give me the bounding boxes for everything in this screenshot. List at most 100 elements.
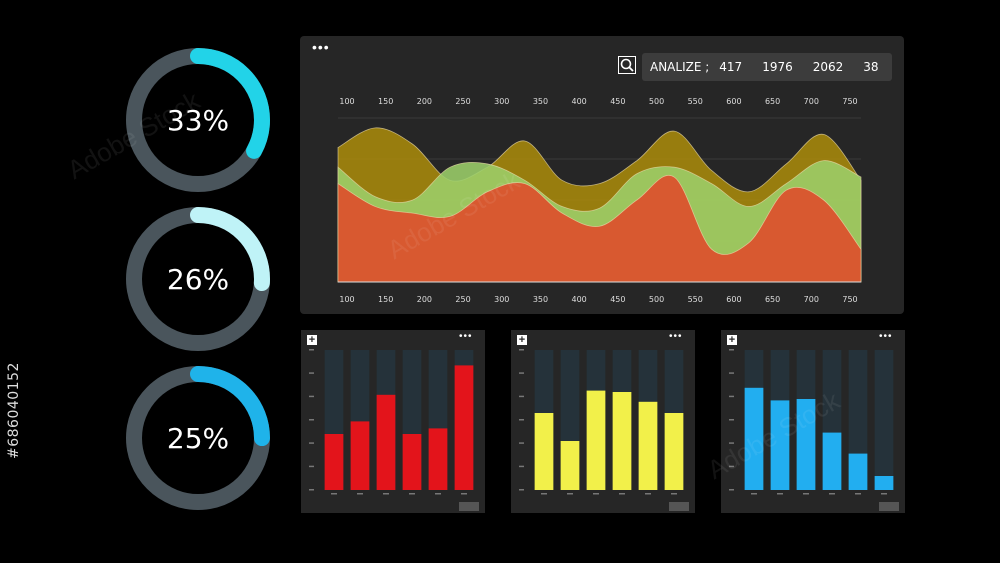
x-tick-mark [409, 493, 415, 495]
bar [402, 434, 422, 490]
x-tick-label: 250 [455, 295, 470, 304]
x-tick-mark [461, 493, 467, 495]
bar [796, 399, 816, 490]
x-tick-label: 600 [726, 97, 741, 106]
plus-icon[interactable]: + [307, 334, 317, 346]
x-tick-mark [829, 493, 835, 495]
y-tick-mark [519, 349, 524, 351]
bar [586, 390, 606, 490]
x-tick-label: 500 [649, 97, 664, 106]
x-tick-mark [881, 493, 887, 495]
analyze-value: 1976 [762, 60, 793, 74]
bar-chart [519, 349, 684, 495]
x-tick-mark [619, 493, 625, 495]
x-tick-label: 100 [339, 97, 354, 106]
x-tick-label: 600 [726, 295, 741, 304]
bar-chart [309, 349, 474, 495]
bar [428, 428, 448, 490]
analyze-value: 417 [719, 60, 743, 74]
x-tick-mark [593, 493, 599, 495]
y-tick-mark [519, 395, 524, 398]
x-tick-label: 350 [533, 97, 548, 106]
analyze-value: 2062 [812, 60, 844, 74]
x-tick-label: 150 [378, 97, 393, 106]
x-tick-mark [751, 493, 757, 495]
bar [744, 387, 764, 490]
y-tick-mark [309, 442, 314, 444]
area-chart: 100 100 150 150 200 200 250 250 300 300 350 350 400 4… [337, 97, 862, 304]
y-tick-mark [729, 349, 734, 351]
x-tick-label: 450 [610, 295, 625, 304]
panel-button[interactable] [459, 502, 479, 511]
x-tick-mark [645, 493, 651, 495]
gauge-ring [126, 366, 270, 510]
dots-icon[interactable]: ••• [669, 331, 683, 342]
analyze-readout: ANALIZE ; 417 1976 2062 38 [642, 53, 892, 81]
bar [664, 413, 684, 490]
x-tick-mark [435, 493, 441, 495]
y-tick-mark [729, 395, 734, 398]
x-tick-label: 200 [417, 295, 432, 304]
x-tick-label: 250 [455, 97, 470, 106]
search-icon[interactable] [618, 56, 636, 74]
y-tick-mark [519, 489, 524, 491]
bar [612, 392, 632, 490]
stock-id-label: #686040152 [6, 362, 22, 460]
x-tick-label: 700 [804, 97, 819, 106]
y-tick-mark [309, 489, 314, 491]
bar [534, 413, 554, 490]
dots-icon[interactable]: ••• [459, 331, 473, 342]
x-tick-label: 450 [610, 97, 625, 106]
y-tick-mark [729, 465, 734, 468]
bar [350, 421, 370, 490]
y-tick-mark [519, 465, 524, 468]
gauge-progress [126, 48, 270, 192]
x-tick-label: 750 [842, 295, 857, 304]
gauge-percent-label: 33% [166, 103, 230, 137]
y-tick-mark [519, 442, 524, 444]
panel-button[interactable] [669, 502, 689, 511]
panel-button[interactable] [879, 502, 899, 511]
y-tick-mark [729, 372, 734, 374]
x-tick-label: 300 [494, 295, 509, 304]
x-tick-mark [383, 493, 389, 495]
x-tick-label: 650 [765, 97, 780, 106]
main-chart-panel: ••• ANALIZE ; 417 1976 2062 38 100 100 150… [300, 36, 904, 314]
bar-chart [729, 349, 894, 495]
plus-icon[interactable]: + [727, 334, 737, 346]
bar [560, 441, 580, 490]
plus-icon[interactable]: + [517, 334, 527, 346]
x-tick-label: 550 [688, 97, 703, 106]
x-tick-label: 750 [842, 97, 857, 106]
bar-panel-red: + ••• [301, 330, 485, 513]
y-tick-mark [309, 395, 314, 398]
x-tick-label: 500 [649, 295, 664, 304]
x-tick-label: 100 [339, 295, 354, 304]
x-tick-label: 400 [572, 97, 587, 106]
x-tick-label: 350 [533, 295, 548, 304]
bar [324, 434, 344, 490]
y-tick-mark [309, 372, 314, 374]
area-series-bottom [337, 174, 862, 283]
x-tick-mark [357, 493, 363, 495]
x-tick-label: 550 [688, 295, 703, 304]
bar-panel-yellow: + ••• [511, 330, 695, 513]
y-tick-mark [519, 419, 524, 421]
x-tick-mark [671, 493, 677, 495]
y-tick-mark [729, 419, 734, 421]
x-tick-label: 300 [494, 97, 509, 106]
x-tick-mark [567, 493, 573, 495]
bar [874, 476, 894, 490]
dots-icon[interactable]: ••• [879, 331, 893, 342]
dots-icon[interactable]: ••• [312, 39, 330, 55]
gauge-26: 26% [124, 205, 272, 353]
x-tick-mark [855, 493, 861, 495]
x-tick-mark [777, 493, 783, 495]
bar-background [874, 350, 894, 490]
x-tick-mark [541, 493, 547, 495]
bar [770, 400, 790, 490]
gauge-ring [126, 48, 270, 192]
x-tick-label: 200 [417, 97, 432, 106]
gauge-progress [126, 366, 270, 510]
x-tick-label: 650 [765, 295, 780, 304]
